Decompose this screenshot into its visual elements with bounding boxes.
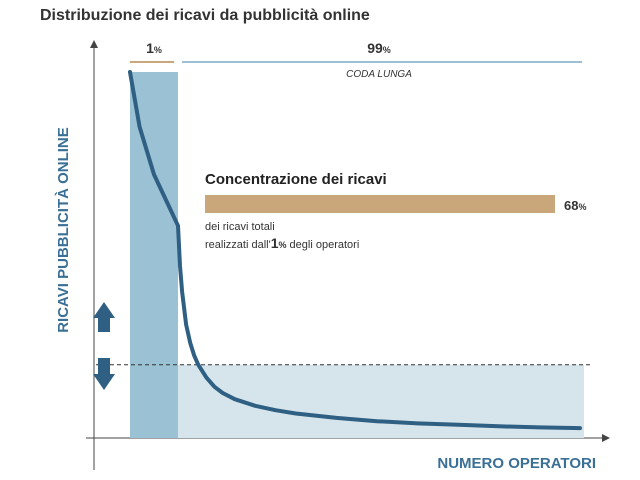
long-tail-caption: CODA LUNGA (346, 69, 412, 80)
tail-percent-label: 99% (367, 40, 391, 56)
arrow-down-icon (93, 358, 115, 390)
arrow-up-icon (93, 302, 115, 332)
concentration-bar (205, 195, 555, 213)
concentration-desc-line1: dei ricavi totali (205, 221, 275, 233)
chart-title: Distribuzione dei ricavi da pubblicità o… (40, 7, 370, 24)
revenue-curve (128, 70, 582, 431)
head-area (130, 72, 178, 438)
concentration-desc-line2: realizzati dall'1% degli operatori (205, 235, 359, 251)
y-axis-label: RICAVI PUBBLICITÀ ONLINE (55, 127, 72, 333)
concentration-heading: Concentrazione dei ricavi (205, 171, 387, 188)
head-percent-label: 1% (146, 40, 162, 56)
concentration-value: 68% (564, 198, 586, 213)
x-axis-label: NUMERO OPERATORI (437, 455, 596, 472)
